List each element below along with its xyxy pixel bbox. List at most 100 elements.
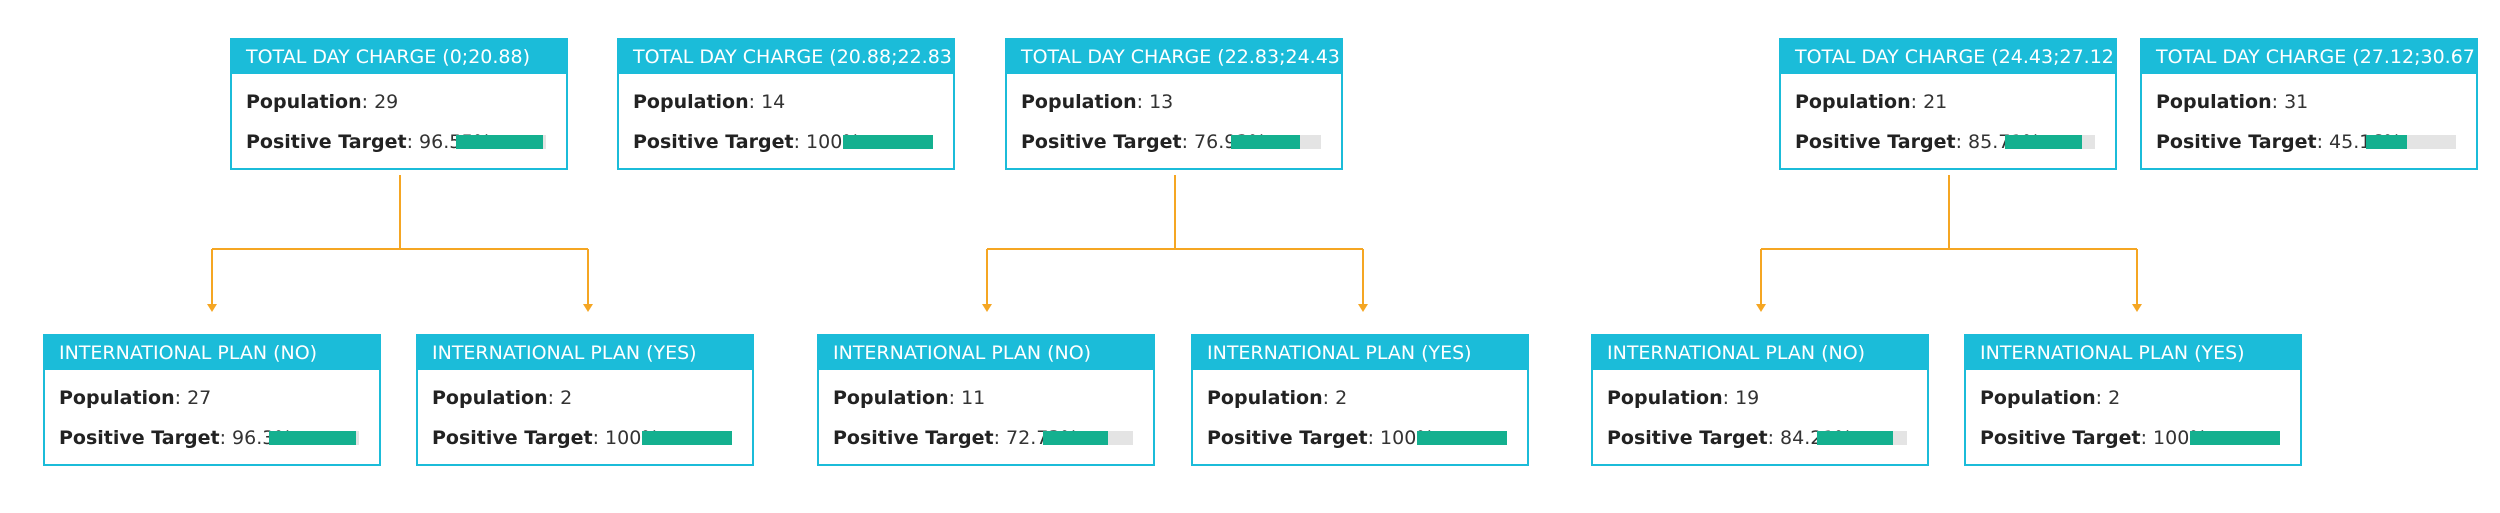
population-label: Population [1980, 387, 2096, 409]
tree-node-international-plan-yes-3[interactable]: INTERNATIONAL PLAN (YES) Population: 2 P… [1964, 334, 2302, 466]
arrow-head [2132, 304, 2142, 312]
arrow-head [1756, 304, 1766, 312]
tree-node-total-day-charge-1[interactable]: TOTAL DAY CHARGE (0;20.88) Population: 2… [230, 38, 568, 170]
node-title: TOTAL DAY CHARGE (22.83;24.43) [1007, 40, 1341, 74]
population-row: Population: 13 [1021, 91, 1174, 113]
target-progress-fill [1817, 431, 1893, 445]
population-label: Population [1021, 91, 1137, 113]
node-title: TOTAL DAY CHARGE (20.88;22.83) [619, 40, 953, 74]
node-title: TOTAL DAY CHARGE (0;20.88) [232, 40, 566, 74]
population-label: Population [432, 387, 548, 409]
tree-node-total-day-charge-4[interactable]: TOTAL DAY CHARGE (24.43;27.12) Populatio… [1779, 38, 2117, 170]
positive-target-label: Positive Target [1795, 131, 1956, 153]
target-progress-bar [642, 431, 732, 445]
population-row: Population: 14 [633, 91, 786, 113]
positive-target-label: Positive Target [1021, 131, 1182, 153]
tree-node-total-day-charge-2[interactable]: TOTAL DAY CHARGE (20.88;22.83) Populatio… [617, 38, 955, 170]
positive-target-row: Positive Target: 45.16% [2156, 130, 2468, 154]
population-value: 11 [961, 387, 986, 409]
population-value: 14 [761, 91, 786, 113]
population-value: 27 [187, 387, 212, 409]
target-progress-bar [1043, 431, 1133, 445]
positive-target-row: Positive Target: 76.92% [1021, 130, 1333, 154]
population-label: Population [1607, 387, 1723, 409]
tree-node-international-plan-yes-2[interactable]: INTERNATIONAL PLAN (YES) Population: 2 P… [1191, 334, 1529, 466]
positive-target-label: Positive Target [633, 131, 794, 153]
node-title: INTERNATIONAL PLAN (YES) [1966, 336, 2300, 370]
target-progress-bar [2005, 135, 2095, 149]
tree-node-international-plan-yes-1[interactable]: INTERNATIONAL PLAN (YES) Population: 2 P… [416, 334, 754, 466]
connector-node-3 [986, 175, 1364, 306]
population-row: Population: 2 [1207, 387, 1348, 409]
population-row: Population: 2 [1980, 387, 2121, 409]
target-progress-bar [1417, 431, 1507, 445]
positive-target-label: Positive Target [432, 427, 593, 449]
target-progress-bar [843, 135, 933, 149]
positive-target-row: Positive Target: 100% [432, 426, 744, 450]
positive-target-row: Positive Target: 96.55% [246, 130, 558, 154]
target-progress-bar [1231, 135, 1321, 149]
population-row: Population: 19 [1607, 387, 1760, 409]
arrow-head [207, 304, 217, 312]
population-row: Population: 31 [2156, 91, 2309, 113]
population-row: Population: 21 [1795, 91, 1948, 113]
population-value: 21 [1923, 91, 1948, 113]
target-progress-bar [2190, 431, 2280, 445]
population-row: Population: 29 [246, 91, 399, 113]
population-label: Population [246, 91, 362, 113]
positive-target-row: Positive Target: 100% [633, 130, 945, 154]
positive-target-label: Positive Target [246, 131, 407, 153]
connector-node-4 [1760, 175, 2138, 306]
node-title: TOTAL DAY CHARGE (24.43;27.12) [1781, 40, 2115, 74]
tree-node-total-day-charge-3[interactable]: TOTAL DAY CHARGE (22.83;24.43) Populatio… [1005, 38, 1343, 170]
positive-target-label: Positive Target [1607, 427, 1768, 449]
population-value: 2 [2108, 387, 2121, 409]
target-progress-fill [1043, 431, 1109, 445]
population-value: 13 [1149, 91, 1174, 113]
positive-target-row: Positive Target: 100% [1980, 426, 2292, 450]
node-title: INTERNATIONAL PLAN (YES) [1193, 336, 1527, 370]
target-progress-fill [1417, 431, 1507, 445]
node-title: INTERNATIONAL PLAN (NO) [819, 336, 1153, 370]
positive-target-row: Positive Target: 100% [1207, 426, 1519, 450]
population-label: Population [633, 91, 749, 113]
population-row: Population: 27 [59, 387, 212, 409]
positive-target-row: Positive Target: 84.21% [1607, 426, 1919, 450]
arrow-head [1358, 304, 1368, 312]
target-progress-fill [2005, 135, 2083, 149]
arrow-head [583, 304, 593, 312]
population-value: 29 [374, 91, 399, 113]
target-progress-bar [1817, 431, 1907, 445]
tree-node-total-day-charge-5[interactable]: TOTAL DAY CHARGE (27.12;30.67) Populatio… [2140, 38, 2478, 170]
target-progress-fill [642, 431, 732, 445]
positive-target-label: Positive Target [59, 427, 220, 449]
target-progress-fill [2190, 431, 2280, 445]
population-label: Population [833, 387, 949, 409]
positive-target-label: Positive Target [833, 427, 994, 449]
arrow-head [982, 304, 992, 312]
target-progress-fill [843, 135, 933, 149]
positive-target-label: Positive Target [2156, 131, 2317, 153]
population-label: Population [59, 387, 175, 409]
target-progress-bar [456, 135, 546, 149]
population-value: 2 [560, 387, 573, 409]
connector-node-1 [211, 175, 589, 306]
target-progress-fill [456, 135, 543, 149]
node-title: INTERNATIONAL PLAN (YES) [418, 336, 752, 370]
positive-target-row: Positive Target: 72.73% [833, 426, 1145, 450]
target-progress-bar [269, 431, 359, 445]
positive-target-row: Positive Target: 96.3% [59, 426, 371, 450]
population-value: 19 [1735, 387, 1760, 409]
tree-node-international-plan-no-2[interactable]: INTERNATIONAL PLAN (NO) Population: 11 P… [817, 334, 1155, 466]
tree-node-international-plan-no-1[interactable]: INTERNATIONAL PLAN (NO) Population: 27 P… [43, 334, 381, 466]
population-label: Population [1207, 387, 1323, 409]
node-title: INTERNATIONAL PLAN (NO) [1593, 336, 1927, 370]
tree-node-international-plan-no-3[interactable]: INTERNATIONAL PLAN (NO) Population: 19 P… [1591, 334, 1929, 466]
node-title: INTERNATIONAL PLAN (NO) [45, 336, 379, 370]
target-progress-fill [1231, 135, 1301, 149]
population-value: 31 [2284, 91, 2309, 113]
positive-target-row: Positive Target: 85.71% [1795, 130, 2107, 154]
positive-target-label: Positive Target [1207, 427, 1368, 449]
positive-target-label: Positive Target [1980, 427, 2141, 449]
